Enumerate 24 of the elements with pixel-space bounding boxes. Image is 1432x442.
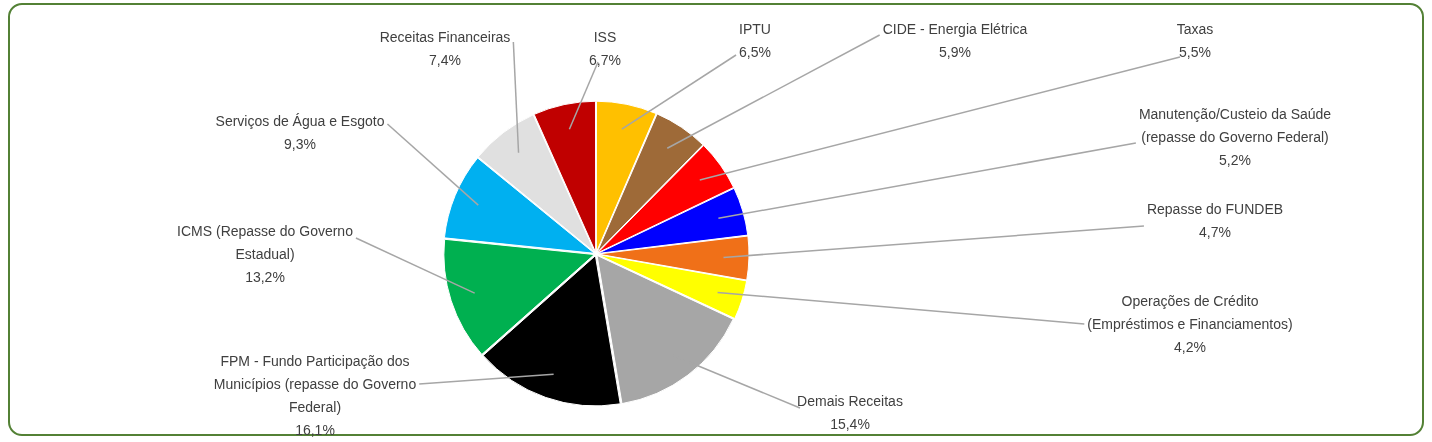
data-label: 4,2% [1174,338,1206,355]
data-label: 4,7% [1199,223,1231,240]
data-label: 5,5% [1179,43,1211,60]
slice-label: IPTU [739,20,771,37]
slice-label: Manutenção/Custeio da Saúde (repasse do Governo Federal) [1138,105,1332,145]
slice-label: CIDE - Energia Elétrica [882,20,1028,37]
data-label: 6,5% [739,43,771,60]
data-label: 9,3% [284,135,316,152]
slice-label: Repasse do FUNDEB [1146,200,1284,217]
slice-label: Operações de Crédito (Empréstimos e Financiamentos) [1087,292,1293,332]
data-label: 5,9% [939,43,971,60]
slice-label: Receitas Financeiras [379,28,511,45]
data-label: 6,7% [589,51,621,68]
data-label: 5,2% [1219,151,1251,168]
slice-label: Serviços de Água e Esgoto [215,112,385,129]
data-label: 15,4% [830,415,870,432]
data-label: 16,1% [295,421,335,438]
slice-label: ICMS (Repasse do Governo Estadual) [177,222,354,262]
slice-label: ISS [593,28,617,45]
slice-label: Demais Receitas [797,392,903,409]
data-label: 13,2% [245,268,285,285]
slice-label: FPM - Fundo Participação dos Municípios (repasse do Governo Federal) [213,352,417,415]
data-label: 7,4% [429,51,461,68]
slice-label: Taxas [1176,20,1214,37]
